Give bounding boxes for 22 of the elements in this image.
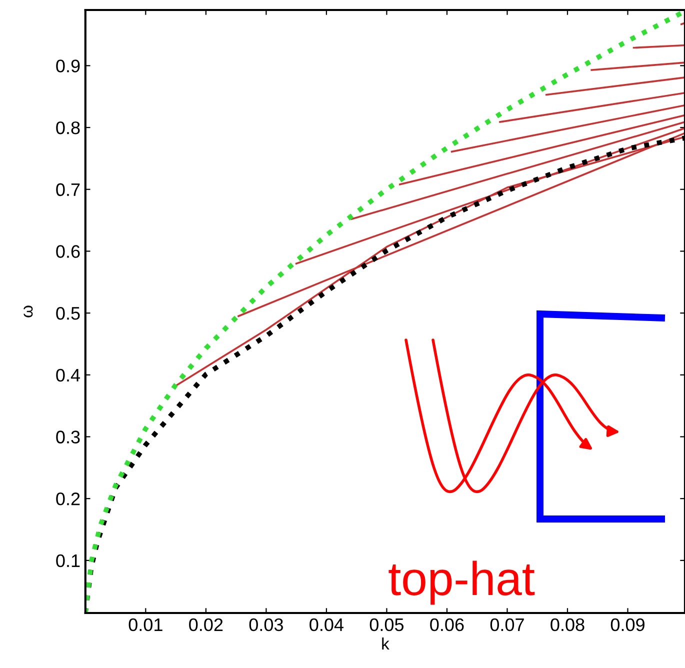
x-tick-label: 0.04 xyxy=(310,618,344,632)
y-tick-label: 0.8 xyxy=(56,121,80,134)
line-series xyxy=(85,10,685,613)
x-tick-label: 0.08 xyxy=(550,618,584,632)
x-tick-label: 0.01 xyxy=(128,618,162,632)
y-tick-label: 0.6 xyxy=(56,245,80,258)
y-tick-label: 0.3 xyxy=(56,430,80,444)
y-tick-label: 0.1 xyxy=(56,554,80,568)
x-tick-label: 0.06 xyxy=(430,618,464,632)
annotation: top-hat xyxy=(388,560,535,605)
y-tick-label: 0.7 xyxy=(56,183,80,196)
x-tick-label: 0.07 xyxy=(490,618,524,632)
y-tick-label: 0.2 xyxy=(56,492,80,506)
x-tick-label: 0.09 xyxy=(610,618,644,632)
y-tick-label: 0.4 xyxy=(56,368,80,382)
x-tick-label: 0.05 xyxy=(370,618,404,632)
y-tick-label: 0.5 xyxy=(56,306,80,320)
x-axis-title: k xyxy=(382,637,390,650)
x-tick-label: 0.02 xyxy=(189,618,223,632)
y-axis-title: ω xyxy=(24,306,33,318)
y-tick-label: 0.9 xyxy=(56,60,80,72)
x-tick-label: 0.03 xyxy=(249,618,283,632)
